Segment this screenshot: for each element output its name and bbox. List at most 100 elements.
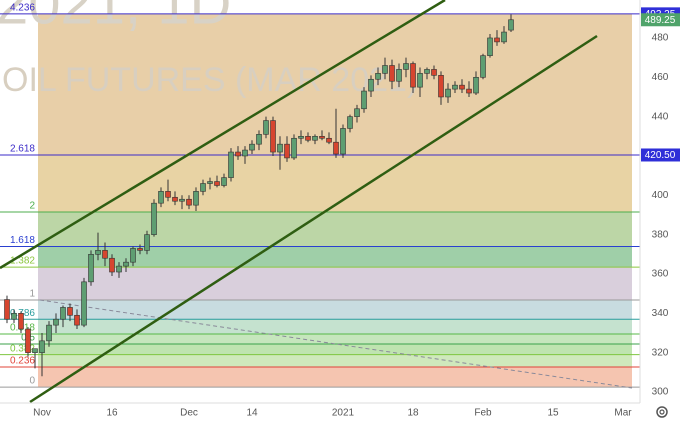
candle-body [151,202,157,235]
settings-icon [656,406,668,418]
watermark-symbol: OIL FUTURES (MAR 2021) [2,61,418,99]
candle-body [340,128,346,155]
fib-label: 0 [29,376,35,387]
candle-body [382,65,388,74]
candle-body [109,257,115,273]
candle-body [67,307,73,316]
candle-body [11,313,17,320]
candle-body [396,69,402,82]
candle-body [256,134,262,145]
candle-body [207,181,213,184]
candle-body [39,340,45,353]
candle-body [284,143,290,159]
candle-body [298,136,304,139]
x-tick-label: 2021 [332,408,355,419]
y-tick-label: 480 [652,33,669,44]
fib-band [38,354,632,368]
fib-label: 1.382 [10,256,35,267]
x-tick-label: Feb [474,408,492,419]
fib-label: 2.618 [10,144,35,155]
channel-upper [0,0,446,270]
candle-body [242,149,248,157]
fib-label: 1.618 [10,235,35,246]
y-tick-label: 440 [652,111,669,122]
x-tick-label: Mar [614,408,632,419]
channel-lower [29,34,598,404]
fib-band [38,13,632,155]
candle-body [438,75,444,98]
candle-body [179,198,185,202]
candle-body [277,143,283,153]
fib-band [38,212,632,247]
candle-body [291,137,297,159]
candle-body [116,265,122,273]
candle-body [249,143,255,151]
candle-body [263,120,269,135]
candle-body [347,116,353,129]
y-tick-label: 380 [652,229,669,240]
candle-body [172,196,178,202]
candle-body [459,84,465,90]
candle-body [354,108,360,117]
candle-body [424,69,430,74]
y-tick-label: 300 [652,387,669,398]
candle-body [431,69,437,76]
candle-body [466,88,472,94]
candle-body [25,328,31,353]
candle-body [123,261,129,267]
candle-body [32,348,38,353]
fib-band [38,343,632,355]
candle-body [158,191,164,204]
candle-body [333,141,339,155]
x-tick-label: Dec [180,408,198,419]
x-tick-label: 18 [407,408,419,419]
fib-band [38,319,632,334]
fib-band [38,333,632,344]
candle-body [487,37,493,56]
fib-label: 0.382 [10,343,35,354]
time-axis [0,403,680,423]
candle-body [53,318,59,326]
settings-icon-center [659,409,665,415]
candle-body [102,250,108,259]
candle-body [501,31,507,43]
candle-body [508,19,514,31]
y-tick-label: 340 [652,308,669,319]
candle-body [452,84,458,90]
price-label: 420.50 [645,150,676,161]
candle-body [228,151,234,178]
candle-body [473,76,479,94]
candle-body [193,191,199,206]
candle-body [480,55,486,78]
price-axis [640,0,680,423]
fib-label: 0.236 [10,356,35,367]
candle-body [389,65,395,82]
candle-body [18,313,24,330]
fib-band [38,299,632,320]
candle-body [144,234,150,251]
y-tick-label: 460 [652,72,669,83]
candle-body [312,136,318,141]
candle-body [137,248,143,251]
candle-body [326,137,332,143]
settings-button[interactable] [656,406,668,418]
y-tick-label: 400 [652,190,669,201]
fib-band [38,246,632,268]
fib-label: 1 [29,289,35,300]
watermark-interval: 2021, 1D [0,0,231,36]
candle-body [165,191,171,198]
candle-body [214,181,220,186]
fib-band [38,154,632,213]
candle-body [88,254,94,283]
trend-line [39,299,633,389]
candle-body [410,63,416,88]
candle-body [221,177,227,186]
fib-band [38,267,632,300]
candle-body [375,73,381,80]
candle-body [186,198,192,206]
x-tick-label: 15 [547,408,559,419]
price-label-box [641,148,680,162]
candle-body [74,314,80,326]
candle-body [494,37,500,43]
candle-body [130,248,136,263]
